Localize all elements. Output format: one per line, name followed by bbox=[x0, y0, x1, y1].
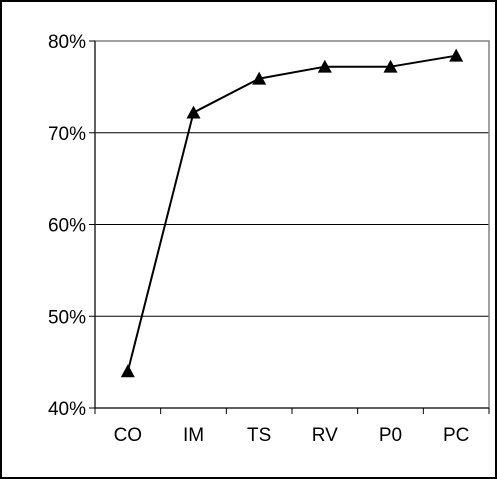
series-line bbox=[126, 54, 457, 372]
data-point-marker bbox=[317, 59, 332, 73]
tick-labels: 40% 50% 60% 70% 80% CO IM TS RV P0 PC bbox=[48, 32, 469, 446]
data-point-marker bbox=[252, 71, 267, 85]
data-point-marker bbox=[449, 48, 464, 62]
y-tick-label: 70% bbox=[48, 124, 86, 145]
x-tick-label: CO bbox=[114, 425, 143, 446]
y-tick-label: 80% bbox=[48, 32, 86, 53]
x-tick-label: TS bbox=[247, 425, 271, 446]
data-point-marker bbox=[186, 105, 201, 119]
axes bbox=[89, 40, 490, 414]
y-tick-label: 50% bbox=[48, 307, 86, 328]
x-tick-label: P0 bbox=[379, 425, 402, 446]
x-tick-label: PC bbox=[443, 425, 469, 446]
data-point-marker bbox=[383, 59, 398, 73]
gridlines bbox=[95, 132, 489, 317]
y-tick-label: 40% bbox=[48, 399, 86, 420]
series-0 bbox=[120, 48, 464, 378]
data-point-marker bbox=[120, 364, 135, 378]
x-tick-label: IM bbox=[183, 425, 204, 446]
x-tick-label: RV bbox=[312, 425, 338, 446]
y-tick-label: 60% bbox=[48, 216, 86, 237]
